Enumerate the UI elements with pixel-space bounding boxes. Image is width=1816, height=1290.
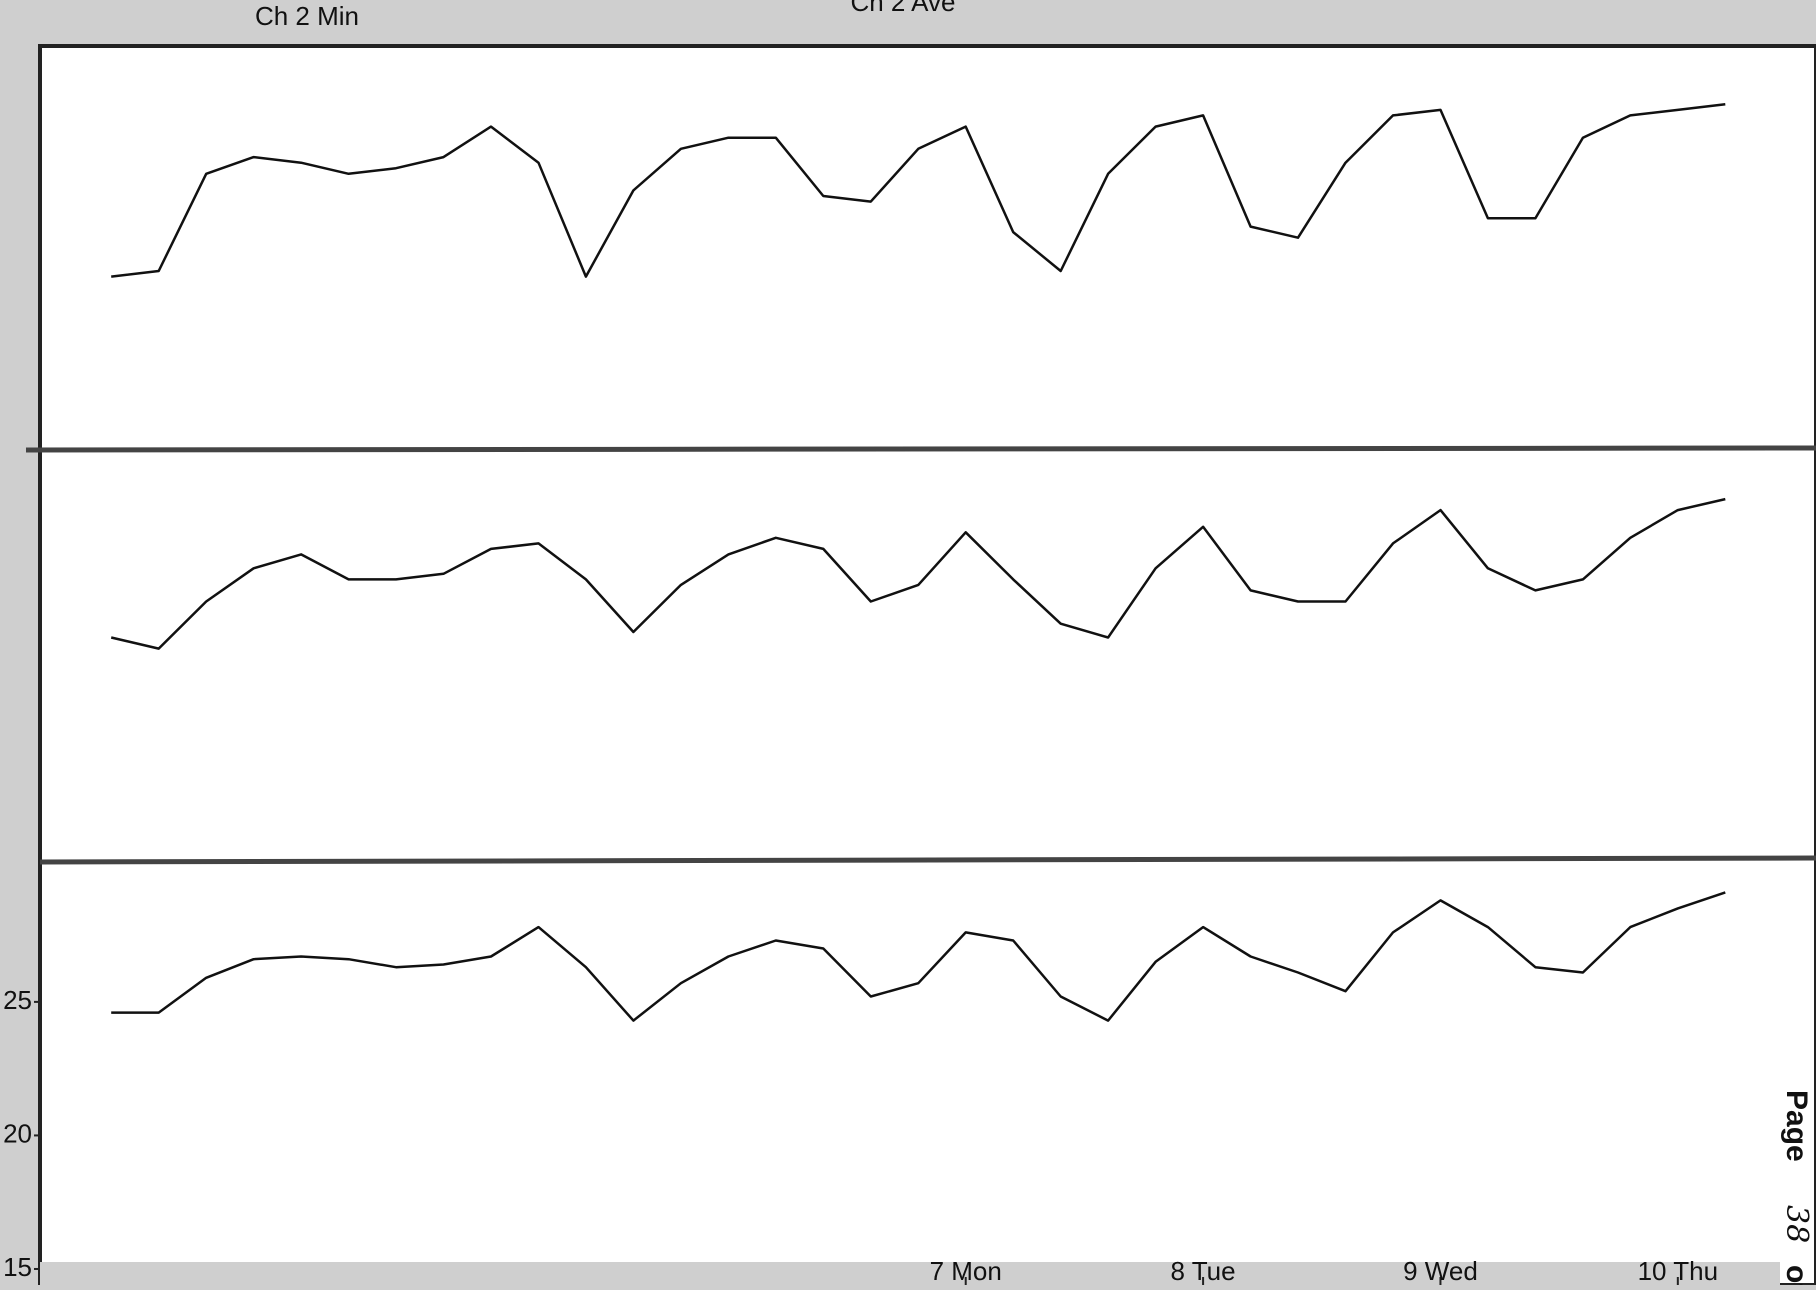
- page-number: 38: [1779, 1205, 1814, 1243]
- page-of: of: [1780, 1265, 1813, 1285]
- y-tick-label: 15: [3, 1252, 32, 1282]
- y-tick-label: 20: [3, 1118, 32, 1148]
- bottom-strip: [40, 1262, 1780, 1285]
- legend-label: Ch 2 Ave: [850, 0, 955, 17]
- x-tick-label: 8 Tue: [1171, 1256, 1236, 1285]
- panel-divider: [39, 855, 1816, 865]
- page-label: Page: [1780, 1090, 1813, 1162]
- trace: [110, 497, 1726, 650]
- legend-label: Ch 2 Min: [255, 1, 359, 31]
- trace: [111, 891, 1726, 1022]
- panel-divider: [25, 445, 1816, 453]
- trace: [111, 103, 1726, 278]
- x-tick-label: 10 Thu: [1638, 1256, 1718, 1285]
- y-tick-label: 25: [3, 985, 32, 1015]
- plot-frame: [38, 44, 1816, 1287]
- x-tick-label: 9 Wed: [1403, 1256, 1478, 1285]
- x-tick-label: 7 Mon: [930, 1256, 1002, 1285]
